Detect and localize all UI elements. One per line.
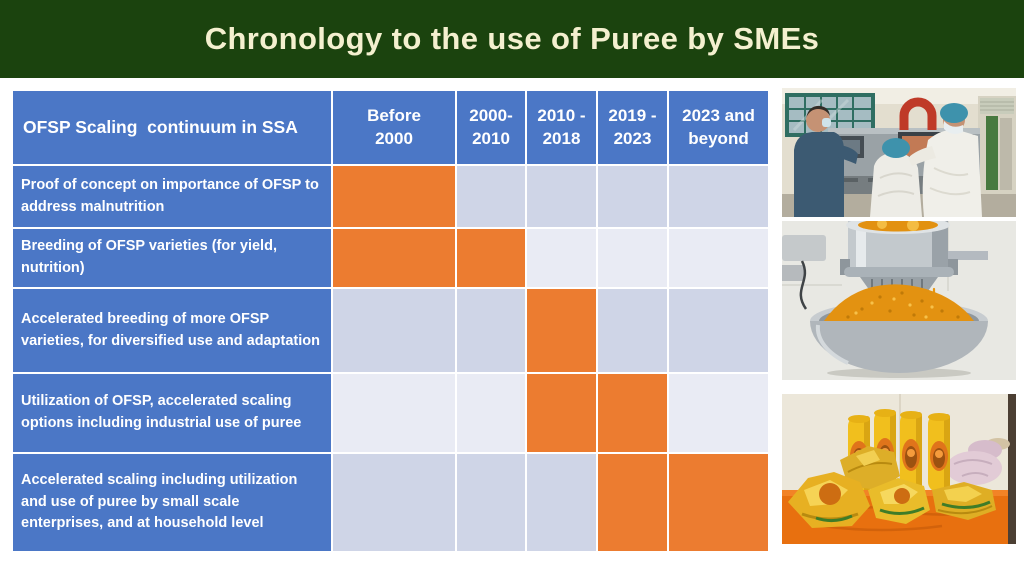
row-label-3: Utilization of OFSP, accelerated scaling… (12, 373, 332, 453)
photo-puree-extrusion (782, 221, 1016, 380)
timeline-cell-active (597, 453, 668, 552)
column-header-1: 2000- 2010 (456, 90, 526, 165)
timeline-cell-active (668, 453, 769, 552)
timeline-cell-empty (332, 453, 456, 552)
photo-packaged-products (782, 394, 1016, 544)
timeline-cell-active (456, 228, 526, 288)
timeline-cell-empty (456, 165, 526, 228)
timeline-cell-empty (332, 288, 456, 373)
timeline-cell-empty (668, 288, 769, 373)
row-label-1: Breeding of OFSP varieties (for yield, n… (12, 228, 332, 288)
red-pipe-arch (899, 97, 937, 130)
timeline-cell-empty (597, 165, 668, 228)
side-equipment (782, 235, 826, 310)
timeline-cell-empty (668, 165, 769, 228)
timeline-cell-empty (456, 453, 526, 552)
column-header-0: Before 2000 (332, 90, 456, 165)
timeline-cell-active (526, 288, 597, 373)
column-header-2: 2010 - 2018 (526, 90, 597, 165)
column-header-4: 2023 and beyond (668, 90, 769, 165)
dark-door-edge (1008, 394, 1016, 544)
slide-title: Chronology to the use of Puree by SMEs (204, 21, 820, 56)
timeline-cell-empty (526, 228, 597, 288)
row-label-0: Proof of concept on importance of OFSP t… (12, 165, 332, 228)
sieve-drum (840, 221, 988, 291)
worker-blue-shirt (794, 105, 858, 217)
photo-processing-facility (782, 88, 1016, 217)
title-bar: Chronology to the use of Puree by SMEs (0, 0, 1024, 78)
table-corner-header: OFSP Scaling continuum in SSA (12, 90, 332, 165)
timeline-cell-empty (597, 288, 668, 373)
row-label-2: Accelerated breeding of more OFSP variet… (12, 288, 332, 373)
factory-doorway (978, 96, 1016, 196)
column-header-3: 2019 - 2023 (597, 90, 668, 165)
row-label-4: Accelerated scaling including utilizatio… (12, 453, 332, 552)
timeline-cell-empty (456, 373, 526, 453)
timeline-cell-empty (668, 228, 769, 288)
timeline-cell-empty (668, 373, 769, 453)
snack-bags (788, 446, 996, 528)
timeline-cell-active (526, 373, 597, 453)
timeline-cell-empty (526, 453, 597, 552)
worker-right-white-coat (908, 103, 982, 217)
timeline-table: OFSP Scaling continuum in SSA Before 2000… (12, 90, 769, 552)
puree-bowl (810, 284, 988, 378)
timeline-cell-empty (597, 228, 668, 288)
timeline-cell-empty (456, 288, 526, 373)
timeline-cell-empty (526, 165, 597, 228)
worker-center-white-coat (870, 138, 922, 217)
timeline-cell-active (597, 373, 668, 453)
photo-column (782, 88, 1016, 544)
timeline-cell-active (332, 228, 456, 288)
timeline-cell-empty (332, 373, 456, 453)
timeline-cell-active (332, 165, 456, 228)
pink-bags (946, 438, 1010, 485)
